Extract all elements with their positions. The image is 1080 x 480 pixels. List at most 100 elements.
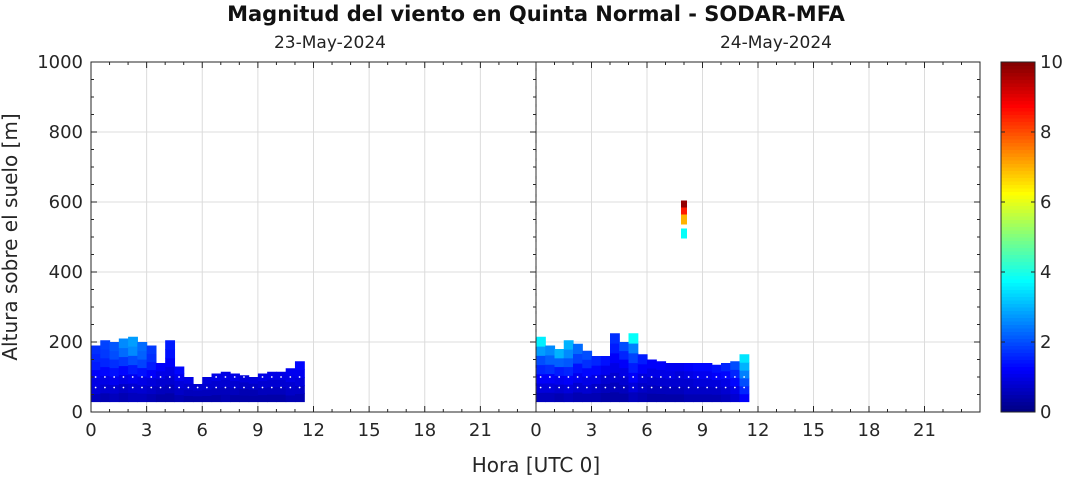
measurement-dot [595, 386, 598, 389]
data-cell [155, 378, 166, 387]
measurement-dot [261, 386, 264, 389]
panel-day-2: 0 3 6 9 12 15 18 21 [530, 61, 981, 441]
data-cell [536, 373, 546, 384]
data-cell [582, 367, 593, 377]
data-cell [100, 384, 111, 394]
colorbar-segment [1001, 244, 1035, 248]
chart-title: Magnitud del viento en Quinta Normal - S… [227, 2, 846, 26]
data-cell [267, 379, 278, 388]
data-cell [155, 386, 166, 395]
data-cell [183, 389, 194, 396]
measurement-dot [261, 376, 264, 378]
data-cell [554, 366, 565, 376]
x-tick-label: 0 [530, 420, 541, 441]
data-cell [739, 354, 750, 363]
measurement-dot [548, 376, 551, 378]
colorbar-segment [1001, 205, 1035, 210]
measurement-dot [104, 386, 106, 389]
measurement-dot [715, 376, 718, 378]
colorbar-segment [1001, 128, 1035, 133]
colorbar-segment [1001, 275, 1035, 280]
data-column [248, 377, 259, 403]
colorbar-segment [1001, 286, 1035, 290]
colorbar-segment [1001, 233, 1035, 238]
measurement-dot [539, 376, 542, 378]
measurement-dot [131, 376, 134, 378]
colorbar-segment [1001, 170, 1035, 175]
data-cell [711, 372, 722, 381]
colorbar-segment [1001, 177, 1035, 182]
measurement-dot [696, 386, 699, 389]
data-cell [739, 362, 750, 371]
measurement-dot [659, 386, 662, 389]
colorbar-segment [1001, 76, 1035, 80]
data-cell [91, 345, 101, 355]
data-column [220, 371, 231, 403]
data-cell [285, 374, 296, 383]
colorbar-segment [1001, 125, 1035, 129]
data-cell [155, 393, 166, 403]
colorbar-segment [1001, 212, 1035, 217]
measurement-dot [233, 376, 236, 378]
data-cell [248, 383, 259, 390]
colorbar-segment [1001, 107, 1035, 112]
colorbar-segment [1001, 338, 1035, 343]
colorbar-tick-label: 2 [1040, 332, 1051, 353]
measurement-dot [224, 386, 227, 389]
measurement-dot [280, 386, 282, 389]
data-cell [146, 361, 157, 371]
data-cell [563, 375, 574, 385]
colorbar-segment [1001, 380, 1035, 385]
colorbar-segment [1001, 146, 1035, 150]
data-cell [211, 394, 222, 403]
data-cell [230, 387, 240, 396]
colorbar-segment [1001, 160, 1035, 164]
colorbar-tick-label: 10 [1040, 52, 1063, 73]
data-cell [220, 386, 231, 395]
data-cell [721, 393, 731, 403]
data-cell [665, 363, 676, 372]
data-cell [137, 393, 148, 403]
data-cell [674, 370, 685, 379]
data-column [100, 340, 111, 403]
colorbar-segment [1001, 219, 1035, 224]
data-cell [155, 370, 166, 379]
measurement-dot [122, 386, 125, 389]
colorbar-segment [1001, 118, 1035, 122]
data-cell [137, 350, 148, 360]
data-cell [600, 356, 611, 366]
colorbar-segment [1001, 251, 1035, 255]
data-cell [647, 359, 657, 369]
colorbar-segment [1001, 272, 1035, 276]
data-cell [100, 357, 111, 368]
colorbar-segment [1001, 307, 1035, 311]
data-cell [174, 380, 185, 389]
data-cell [536, 364, 546, 375]
x-tick-label: 0 [85, 420, 96, 441]
data-column [665, 363, 676, 403]
colorbar-segment [1001, 366, 1035, 371]
colorbar-segment [1001, 300, 1035, 304]
x-tick-label: 12 [747, 420, 770, 441]
data-column [276, 371, 287, 403]
data-column [582, 350, 593, 403]
colorbar-segment [1001, 279, 1035, 283]
data-column [693, 363, 704, 403]
data-cell [118, 356, 129, 367]
colorbar-segment [1001, 209, 1035, 213]
data-cell [91, 353, 101, 363]
measurement-dot [724, 386, 727, 389]
data-cell [610, 362, 620, 373]
colorbar-segment [1001, 342, 1035, 346]
data-cell [637, 392, 648, 403]
data-cell [545, 364, 556, 375]
colorbar-segment [1001, 314, 1035, 318]
data-column [573, 343, 583, 403]
data-cell [146, 385, 157, 395]
measurement-dot [113, 376, 116, 378]
data-cell [739, 385, 750, 395]
colorbar-segment [1001, 317, 1035, 322]
data-cell [91, 377, 101, 387]
measurement-dot [270, 376, 273, 378]
